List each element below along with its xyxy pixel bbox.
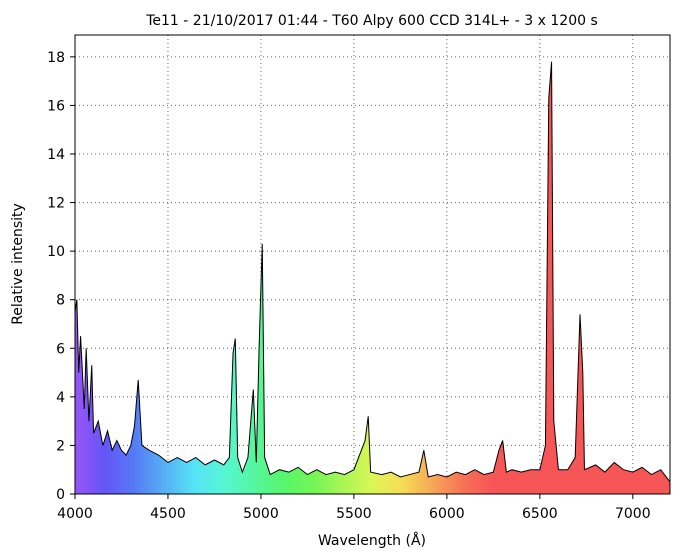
plot-frame bbox=[74, 34, 671, 495]
y-tick-label: 12 bbox=[47, 196, 65, 212]
x-tick-label: 6000 bbox=[429, 506, 465, 522]
y-tick-label: 4 bbox=[56, 390, 65, 406]
x-tick-label: 5000 bbox=[243, 506, 279, 522]
x-tick-label: 4500 bbox=[150, 506, 186, 522]
y-tick-label: 6 bbox=[56, 341, 65, 357]
spectrum-line bbox=[74, 61, 671, 483]
x-tick-label: 5500 bbox=[336, 506, 372, 522]
spectrum-area bbox=[75, 61, 670, 494]
x-tick-label: 6500 bbox=[522, 506, 558, 522]
y-tick-label: 14 bbox=[47, 147, 65, 163]
y-tick-label: 18 bbox=[47, 50, 65, 66]
x-tick-label: 7000 bbox=[615, 506, 651, 522]
y-tick-label: 10 bbox=[47, 244, 65, 260]
y-tick-label: 2 bbox=[56, 438, 65, 454]
y-axis-label: Relative intensity bbox=[10, 203, 26, 325]
y-tick-label: 16 bbox=[47, 98, 65, 114]
x-tick-label: 4000 bbox=[57, 506, 93, 522]
y-tick-label: 8 bbox=[56, 293, 65, 309]
x-axis-label: Wavelength (Å) bbox=[318, 532, 426, 549]
y-tick-label: 0 bbox=[56, 487, 65, 503]
chart-title: Te11 - 21/10/2017 01:44 - T60 Alpy 600 C… bbox=[145, 13, 598, 29]
